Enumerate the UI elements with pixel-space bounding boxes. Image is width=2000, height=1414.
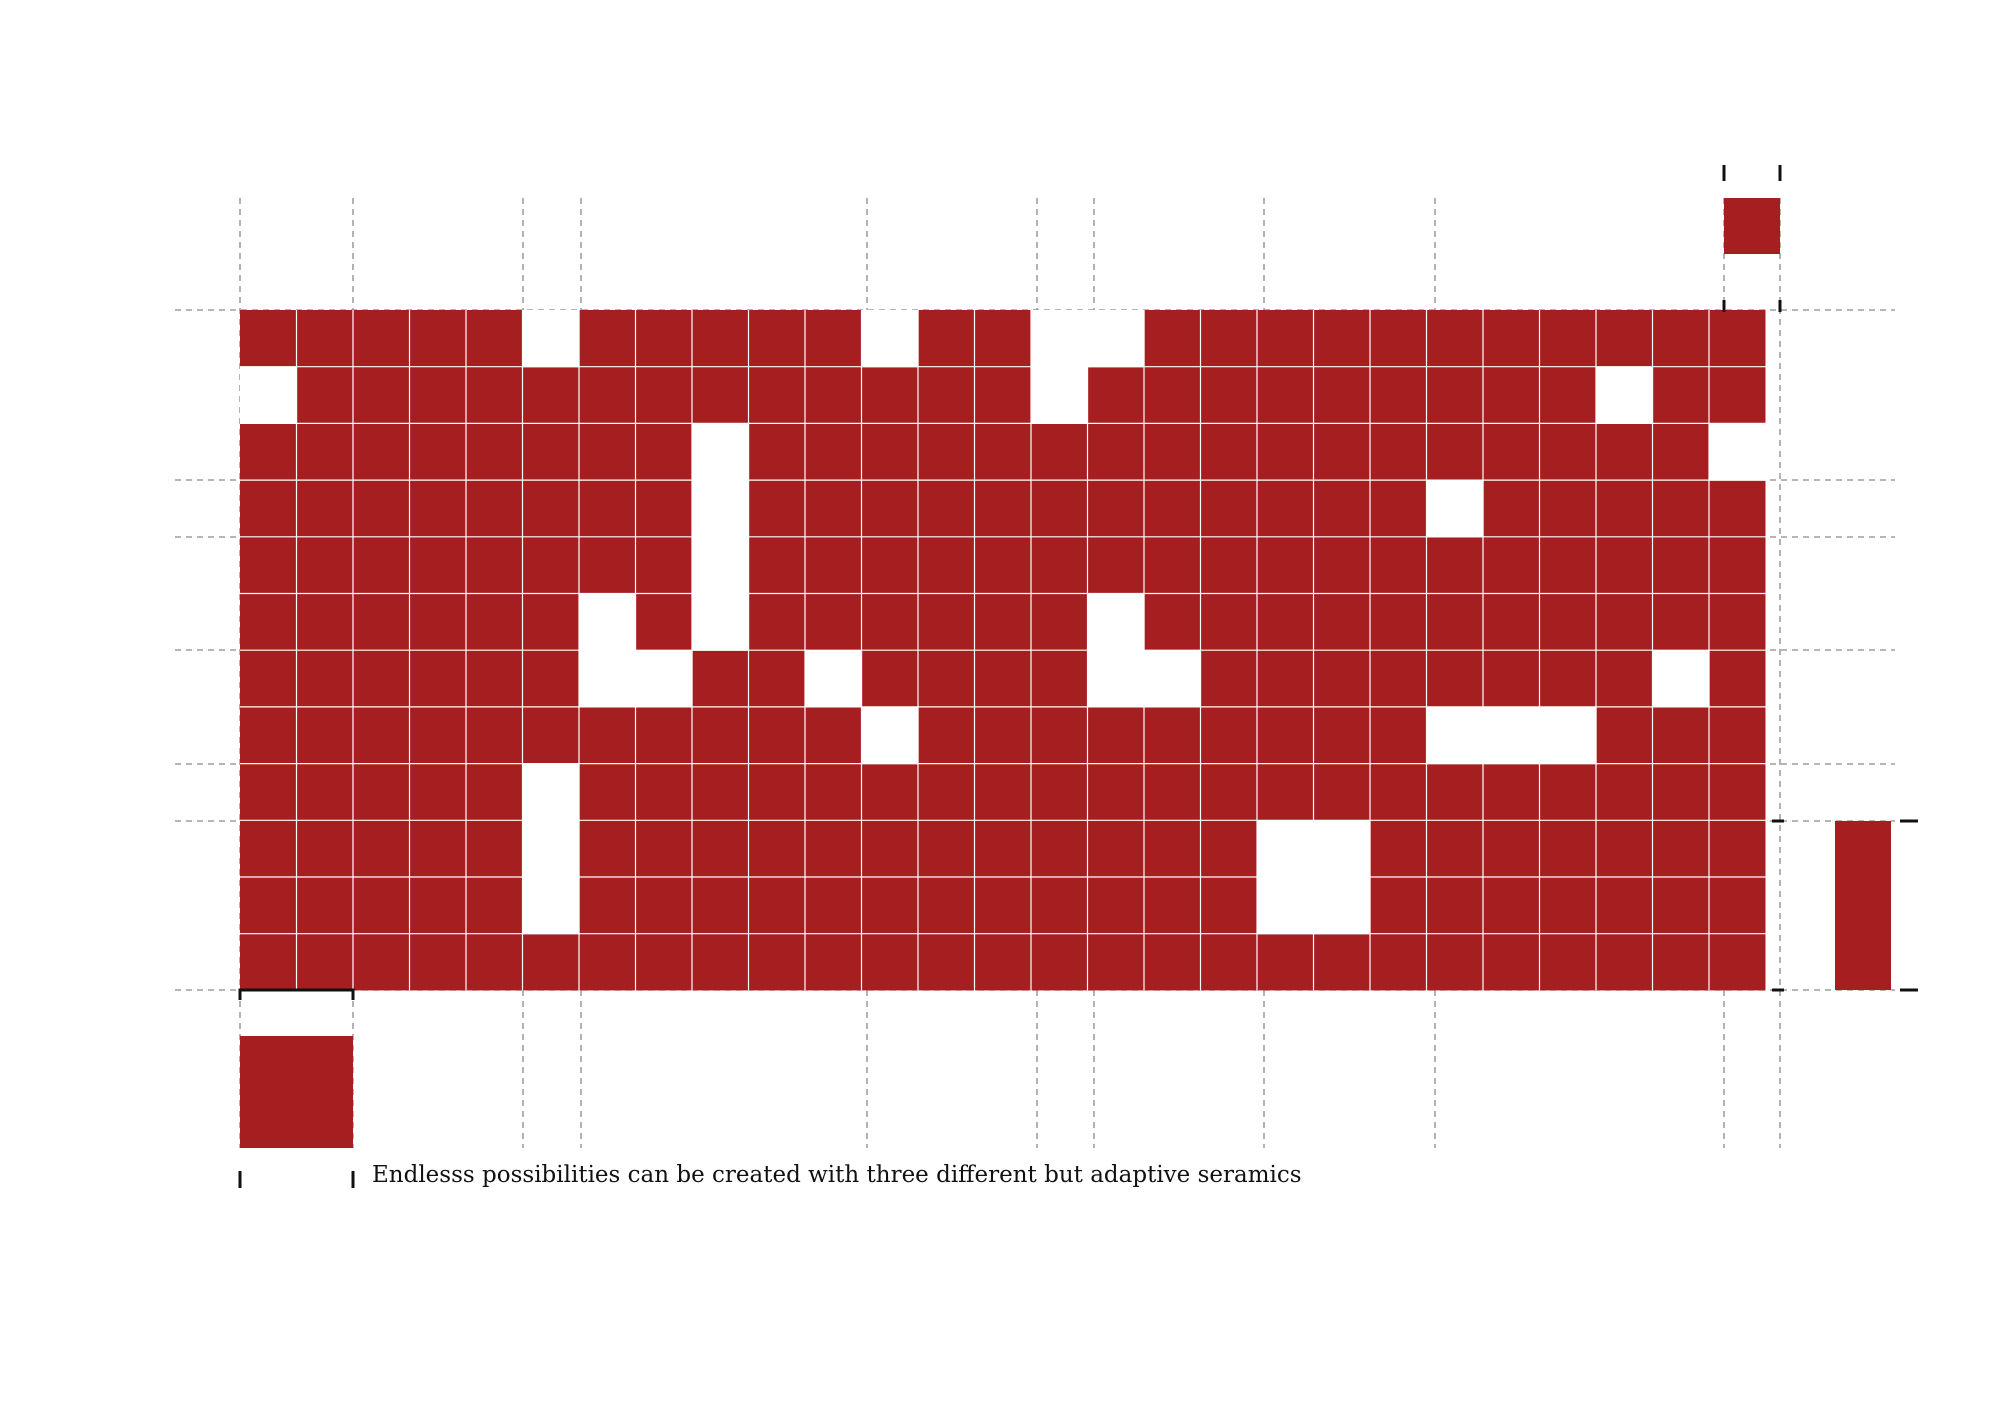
empty-tile-slot bbox=[1031, 310, 1089, 368]
empty-tile-slot bbox=[861, 706, 919, 765]
empty-tile-slot bbox=[1426, 706, 1484, 765]
sample-double-square-tile bbox=[240, 1036, 353, 1148]
empty-tile-slot bbox=[1144, 650, 1202, 708]
sample-tiles bbox=[240, 198, 1891, 1148]
empty-tile-slot bbox=[1087, 310, 1145, 368]
empty-tile-slot bbox=[1313, 877, 1371, 935]
empty-tile-slot bbox=[240, 366, 298, 424]
empty-tile-slot bbox=[692, 593, 750, 651]
empty-tile-slot bbox=[522, 763, 580, 821]
empty-tile-slot bbox=[692, 536, 750, 595]
empty-tile-slot bbox=[1257, 877, 1315, 935]
empty-tile-slot bbox=[1426, 480, 1484, 538]
empty-tile-slot bbox=[522, 877, 580, 935]
empty-tile-slot bbox=[579, 593, 637, 651]
empty-tile-slot bbox=[692, 423, 750, 481]
empty-tile-slot bbox=[579, 650, 637, 708]
empty-tile-slot bbox=[522, 820, 580, 878]
empty-tile-slot bbox=[861, 310, 919, 368]
sample-small-square-tile bbox=[1724, 198, 1780, 254]
empty-tile-slot bbox=[1709, 423, 1767, 481]
empty-tile-slot bbox=[1087, 593, 1145, 651]
empty-tile-slot bbox=[1652, 650, 1710, 708]
empty-tile-slot bbox=[1031, 366, 1089, 424]
sample-tall-strip-tile bbox=[1835, 821, 1891, 990]
empty-tile-slot bbox=[635, 650, 693, 708]
empty-tile-slot bbox=[1087, 650, 1145, 708]
dimension-markers bbox=[238, 165, 1918, 1188]
empty-tile-slot bbox=[692, 480, 750, 538]
empty-tile-slot bbox=[1596, 366, 1654, 424]
empty-tile-slot bbox=[1539, 706, 1597, 765]
diagram-caption: Endlesss possibilities can be created wi… bbox=[372, 1162, 1302, 1188]
dimension-bracket bbox=[238, 988, 355, 1000]
empty-tile-slot bbox=[1483, 706, 1541, 765]
empty-tile-slot bbox=[1257, 820, 1315, 878]
tile-mosaic bbox=[240, 310, 1767, 991]
empty-tile-slot bbox=[522, 310, 580, 368]
empty-tile-slot bbox=[1313, 820, 1371, 878]
empty-tile-slot bbox=[805, 650, 863, 708]
